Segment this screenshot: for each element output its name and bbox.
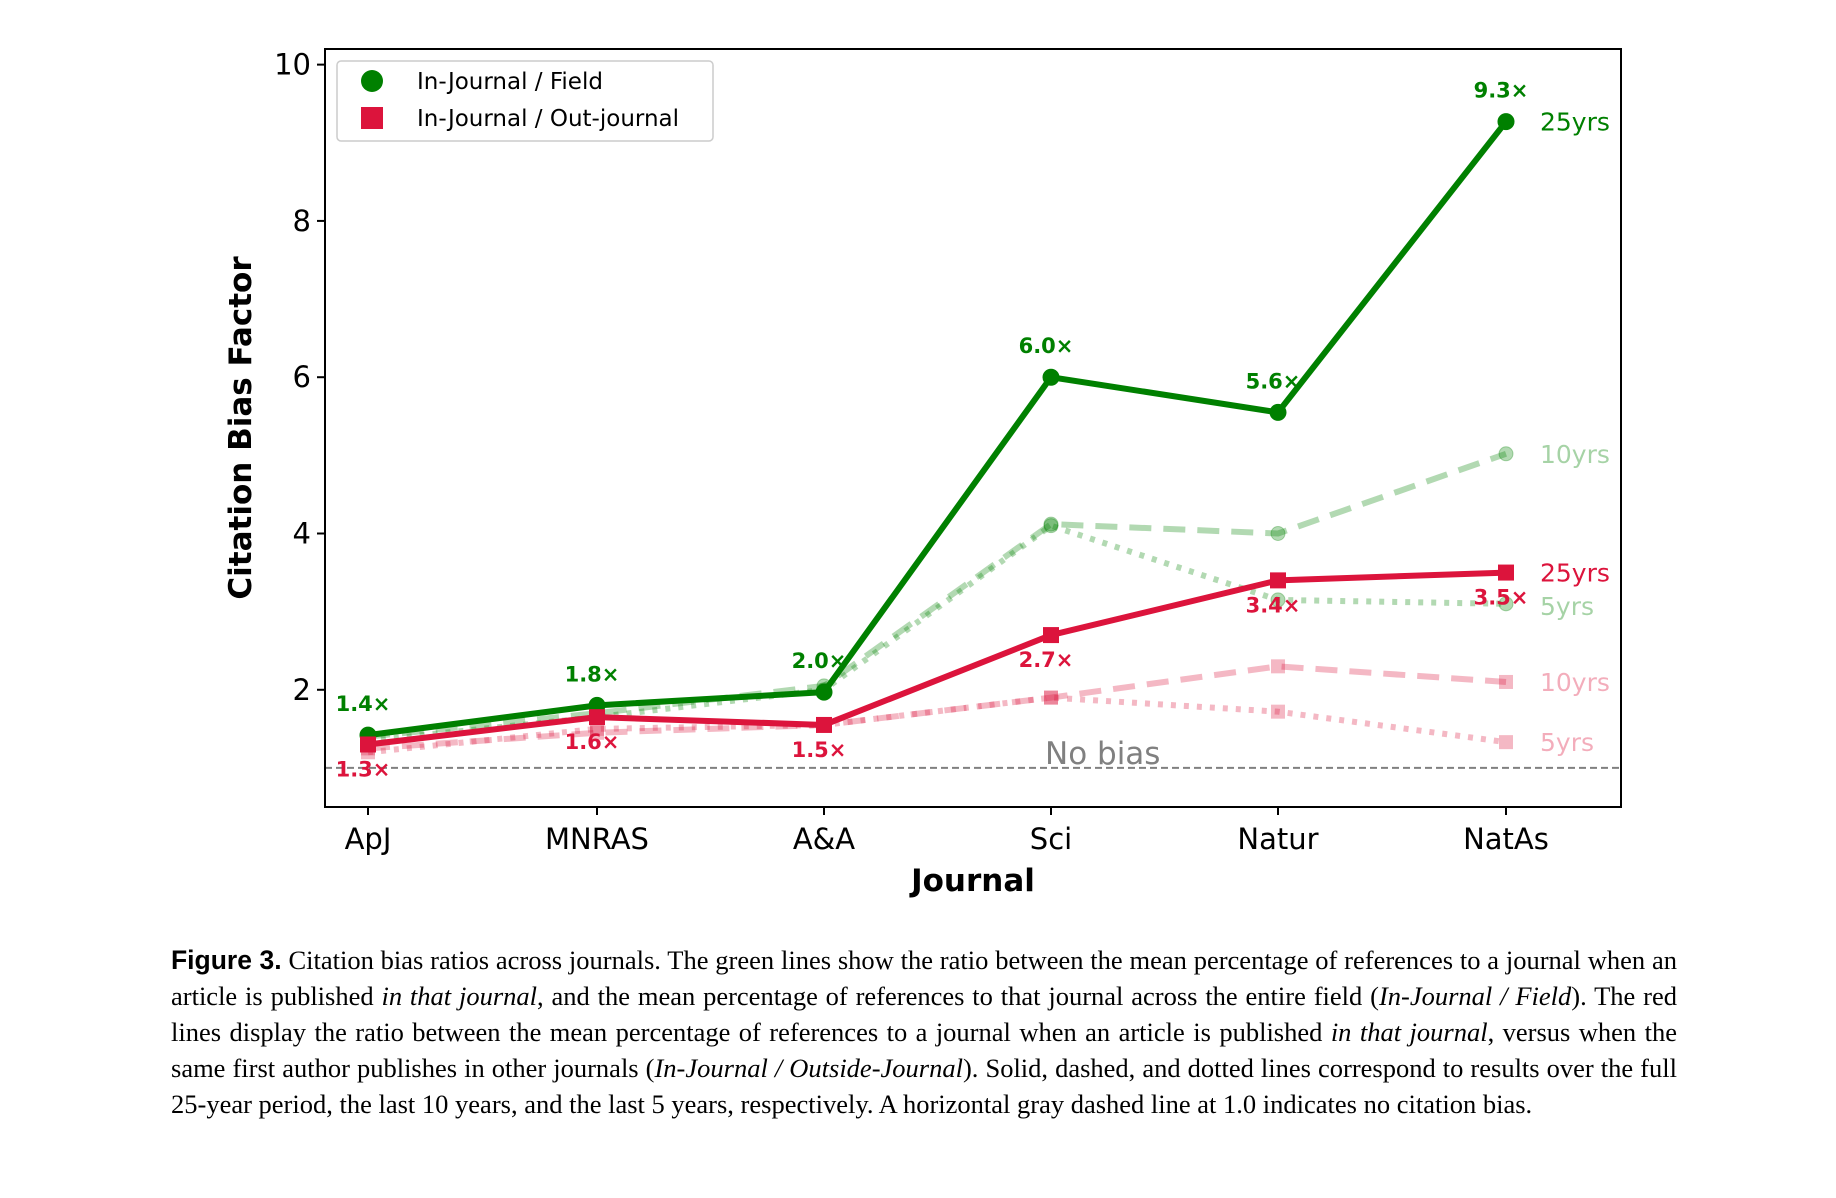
data-point	[1271, 659, 1285, 674]
caption-text: ). Solid, dashed, and dotted lines corre…	[171, 1053, 1677, 1119]
data-point	[1042, 368, 1060, 386]
data-point	[1270, 525, 1286, 541]
legend-box	[336, 60, 714, 142]
x-tick-label: Natur	[1237, 822, 1318, 856]
data-point	[1497, 113, 1515, 131]
data-point	[590, 725, 604, 740]
data-point	[590, 721, 604, 736]
y-tick-label: 6	[293, 360, 311, 394]
data-point	[1044, 690, 1058, 705]
x-tick-label: Sci	[1030, 822, 1072, 856]
x-axis-label: Journal	[909, 863, 1035, 899]
point-label: 2.0×	[792, 649, 847, 673]
series-line-outjournal-5yrs	[367, 694, 1507, 756]
legend-circle-icon	[361, 70, 383, 92]
data-point	[360, 736, 376, 753]
data-point	[1498, 564, 1514, 581]
series-line-field-10yrs	[367, 450, 1507, 740]
legend-label: In-Journal / Out-journal	[417, 106, 679, 132]
data-point	[1498, 446, 1514, 462]
series-end-label: 5yrs	[1540, 592, 1594, 621]
caption-italic-text: in that journal	[381, 981, 538, 1011]
series-line-outjournal-10yrs	[367, 663, 1507, 752]
data-point	[1043, 518, 1059, 534]
series-line-field-5yrs	[367, 522, 1507, 744]
data-point	[1499, 674, 1513, 689]
caption-body: Citation bias ratios across journals. Th…	[171, 945, 1677, 1119]
point-label: 6.0×	[1019, 334, 1074, 358]
x-tick-label: A&A	[793, 822, 855, 856]
data-point	[1499, 735, 1513, 750]
series-end-label: 10yrs	[1540, 668, 1610, 697]
series-end-label: 25yrs	[1540, 108, 1610, 137]
caption-text: , and the mean percentage of references …	[537, 981, 1379, 1011]
y-tick-label: 10	[274, 48, 311, 82]
caption-text: , versus when the same first author publ…	[171, 1017, 1677, 1083]
caption-text: Citation bias ratios across journals. Th…	[171, 945, 1677, 1011]
caption-italic-text: In-Journal / Field	[1378, 981, 1572, 1011]
y-axis-label: Citation Bias Factor	[223, 256, 259, 600]
citation-bias-chart: No bias 10yrs 5yrs 10yrs 5yrs 25yrs 1.4× 1.8× 2.…	[223, 48, 1622, 899]
y-tick-label: 2	[293, 673, 311, 707]
caption-text: ). The red lines display the ratio betwe…	[171, 981, 1677, 1047]
legend-label: In-Journal / Field	[417, 69, 603, 95]
y-tick-label: 8	[293, 204, 311, 238]
point-label: 1.4×	[336, 692, 391, 716]
point-label: 1.6×	[565, 730, 620, 754]
data-point	[1498, 596, 1514, 612]
point-label: 9.3×	[1474, 79, 1529, 103]
series-end-label: 25yrs	[1540, 559, 1610, 588]
data-point	[1044, 690, 1058, 705]
point-label: 3.4×	[1246, 593, 1301, 617]
y-tick-label: 4	[293, 516, 311, 550]
data-point	[1270, 592, 1286, 608]
caption-italic-text: In-Journal / Outside-Journal	[654, 1053, 963, 1083]
legend-square-icon	[361, 107, 383, 129]
series-end-label: 5yrs	[1540, 728, 1594, 757]
caption-lead: Figure 3.	[171, 945, 282, 975]
series-end-label: 10yrs	[1540, 440, 1610, 469]
no-bias-label: No bias	[1045, 736, 1160, 772]
data-point	[816, 716, 832, 733]
plot-frame	[324, 48, 1622, 808]
data-point	[589, 709, 605, 726]
x-tick-label: MNRAS	[545, 822, 649, 856]
point-label: 1.5×	[792, 738, 847, 762]
data-point	[1269, 403, 1287, 421]
point-label: 2.7×	[1019, 648, 1074, 672]
x-tick-label: NatAs	[1463, 822, 1549, 856]
data-point	[1043, 627, 1059, 644]
series-line-outjournal-25yrs	[367, 569, 1507, 748]
series-line-field-25yrs	[367, 119, 1509, 739]
caption-italic-text: in that journal	[1330, 1017, 1488, 1047]
x-tick-label: ApJ	[345, 822, 392, 856]
figure-caption: Figure 3. Citation bias ratios across jo…	[171, 942, 1677, 1122]
point-label: 1.3×	[336, 757, 391, 781]
data-point	[815, 683, 833, 701]
point-label: 3.5×	[1474, 586, 1529, 610]
data-point	[1043, 516, 1059, 532]
data-point	[1271, 704, 1285, 719]
point-label: 5.6×	[1246, 369, 1301, 393]
data-point	[1270, 572, 1286, 589]
point-label: 1.8×	[565, 662, 620, 686]
